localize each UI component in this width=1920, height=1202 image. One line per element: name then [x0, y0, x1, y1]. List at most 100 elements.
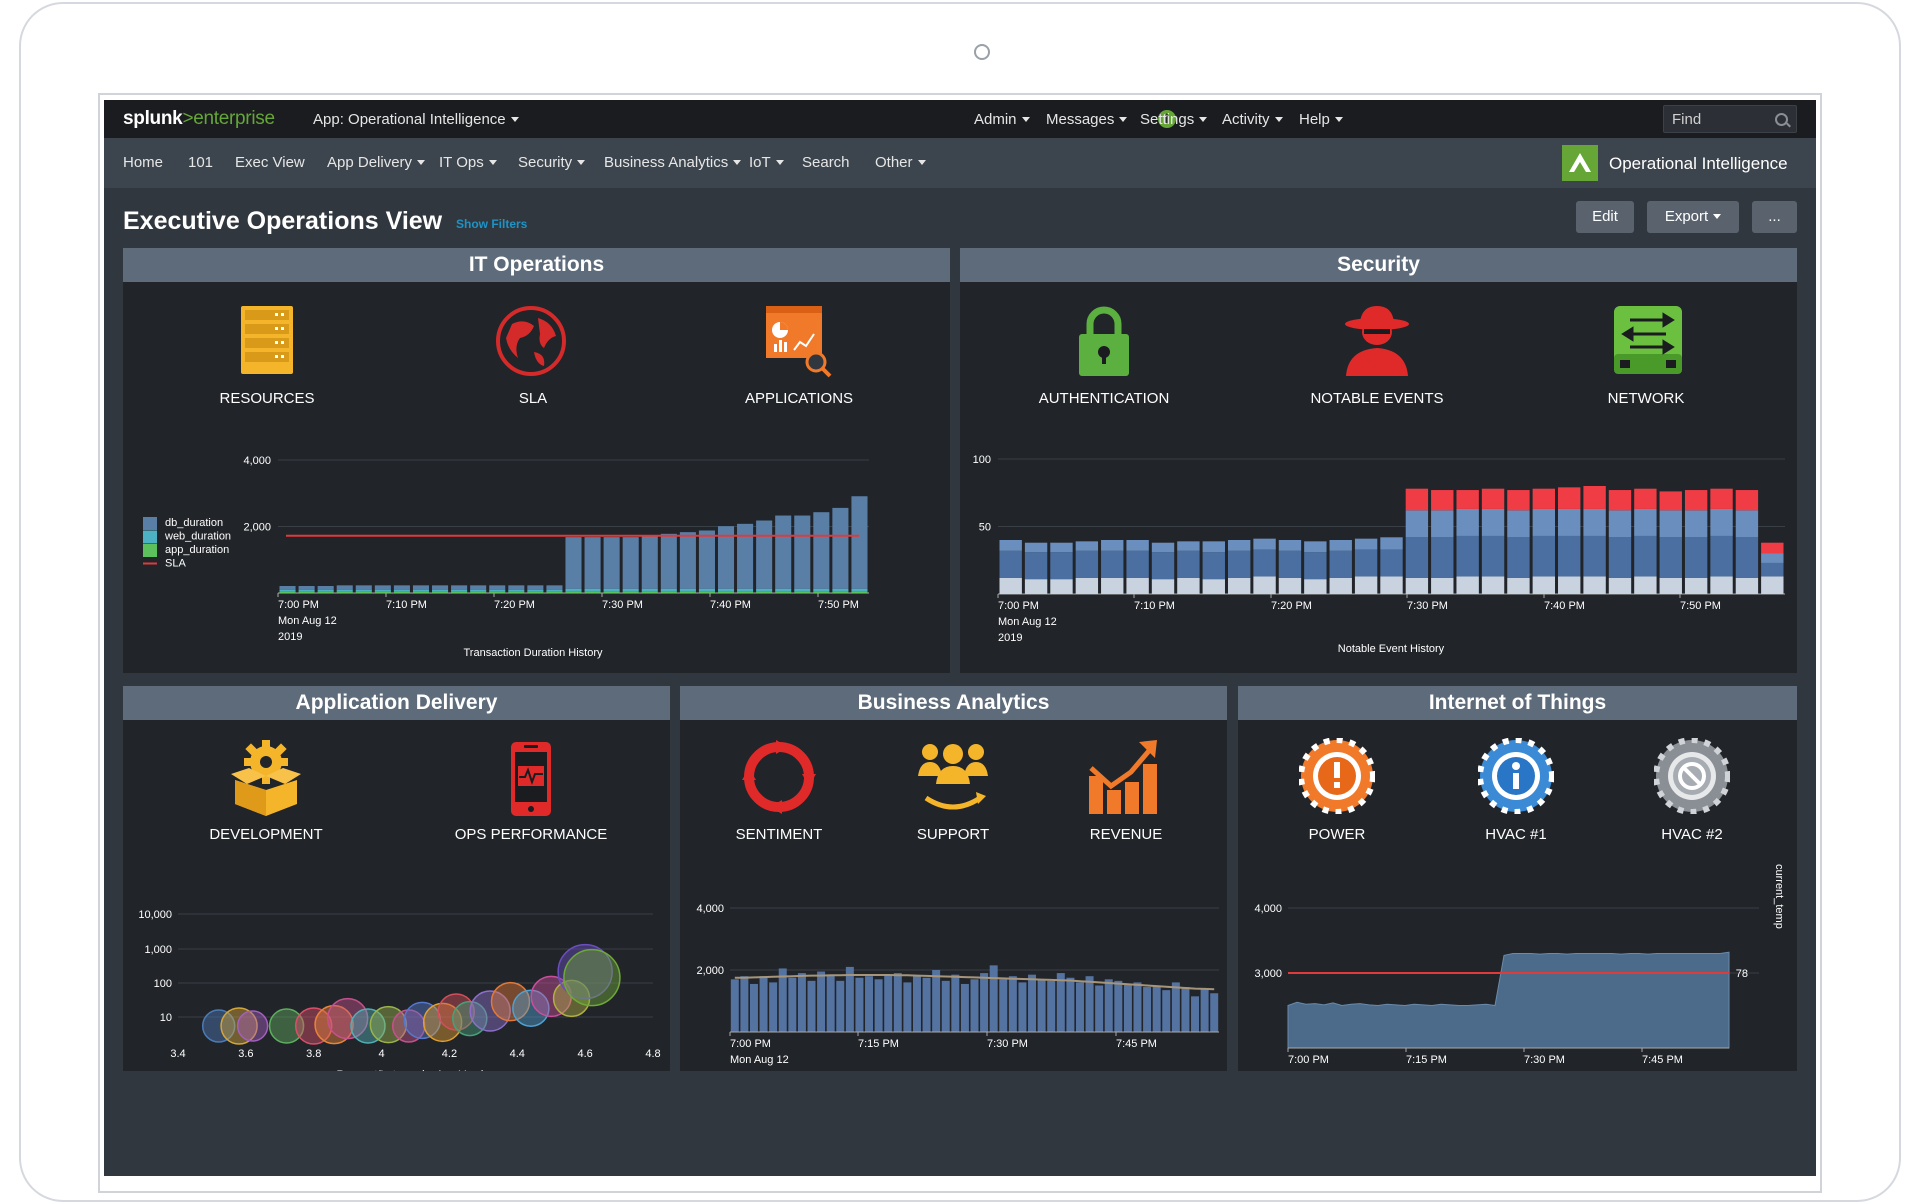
x-tick-label: 4.8 — [645, 1048, 660, 1060]
globe-icon[interactable] — [494, 304, 568, 378]
hacker-icon[interactable] — [1340, 302, 1414, 378]
disabled-dial-icon[interactable] — [1654, 738, 1730, 814]
app-duration-bar — [412, 591, 430, 593]
y-tick-label: 100 — [154, 978, 172, 990]
db-duration-bar — [527, 585, 544, 590]
bubble-point — [294, 1007, 333, 1045]
app-duration-bar — [317, 591, 334, 593]
x-tick-label: Mon Aug 12 — [278, 615, 337, 627]
nav-iot[interactable]: IoT — [749, 154, 784, 171]
y-tick-label: 100 — [973, 454, 991, 466]
network-switch-icon[interactable] — [1612, 304, 1684, 378]
web-duration-bar — [412, 589, 430, 592]
high-events-bar — [1583, 508, 1606, 536]
db-duration-bar — [298, 586, 315, 590]
nav-home[interactable]: Home — [123, 154, 164, 171]
people-group-icon[interactable] — [916, 740, 990, 816]
search-icon[interactable] — [1775, 113, 1788, 126]
web-duration-bar — [717, 588, 735, 592]
alert-dial-icon[interactable] — [1299, 738, 1375, 814]
nav-it-ops[interactable]: IT Ops — [439, 154, 497, 171]
panel-title: Security — [960, 248, 1797, 282]
splunk-logo[interactable]: splunk>enterprise — [123, 108, 275, 129]
notable-event-chart: 100 50 7:00 PM Mon Aug 12 2019 7:10 PM 7:20 PM… — [973, 454, 1785, 655]
high-events-bar — [1456, 508, 1479, 536]
mobile-phone-icon[interactable] — [509, 740, 553, 818]
nav-security[interactable]: Security — [518, 154, 586, 171]
baseline-events-bar — [999, 577, 1022, 594]
more-actions-button[interactable]: ... — [1752, 201, 1797, 233]
revenue-bar — [893, 973, 902, 1032]
baseline-events-bar — [1050, 579, 1073, 594]
critical-events-bar — [1532, 488, 1556, 509]
revenue-bar — [1123, 983, 1132, 1032]
medium-events-bar — [1456, 535, 1479, 577]
revenue-bar — [1133, 982, 1142, 1032]
revenue-bar — [759, 976, 768, 1032]
nav-exec-view[interactable]: Exec View — [235, 154, 305, 171]
chevron-down-icon — [775, 160, 784, 165]
find-input[interactable]: Find — [1663, 105, 1797, 133]
baseline-events-bar — [1684, 577, 1708, 594]
high-events-bar — [1431, 510, 1454, 538]
web-duration-bar — [737, 588, 754, 592]
padlock-icon[interactable] — [1076, 304, 1132, 378]
app-dashboard-icon[interactable] — [764, 304, 834, 380]
db-duration-bar — [355, 585, 372, 590]
activity-menu[interactable]: Activity — [1222, 111, 1283, 128]
baseline-events-bar — [1278, 577, 1302, 594]
revenue-bar — [941, 980, 950, 1032]
nav-other[interactable]: Other — [875, 154, 926, 171]
bubble-point — [201, 1009, 236, 1043]
app-duration-bar — [641, 591, 658, 593]
export-button[interactable]: Export — [1647, 201, 1739, 233]
x-tick-label: 7:40 PM — [710, 599, 751, 611]
edit-button[interactable]: Edit — [1576, 201, 1634, 233]
medium-events-bar — [999, 550, 1022, 578]
baseline-events-bar — [1583, 576, 1606, 594]
chevron-down-icon — [917, 160, 926, 165]
medium-events-bar — [1253, 549, 1276, 577]
nav-search[interactable]: Search — [802, 154, 850, 171]
hvac-1-label: HVAC #1 — [1485, 826, 1547, 843]
nav-business-analytics[interactable]: Business Analytics — [604, 154, 742, 171]
nav-101[interactable]: 101 — [188, 154, 214, 171]
medium-events-bar — [1278, 550, 1302, 578]
admin-menu[interactable]: Admin — [974, 111, 1030, 128]
page-title: Executive Operations View — [123, 207, 443, 235]
revenue-bar — [912, 976, 921, 1032]
critical-events-bar — [1710, 488, 1733, 509]
x-tick-label: 7:30 PM — [1524, 1054, 1565, 1066]
revenue-bar — [1085, 976, 1094, 1032]
help-menu[interactable]: Help — [1299, 111, 1343, 128]
app-duration-bar — [393, 591, 410, 593]
nav-app-delivery[interactable]: App Delivery — [327, 154, 426, 171]
bubble-point — [236, 1010, 269, 1042]
app-menu[interactable]: App: Operational Intelligence — [313, 111, 519, 128]
baseline-events-bar — [1532, 576, 1556, 594]
baseline-events-bar — [1024, 579, 1048, 594]
baseline-events-bar — [1253, 576, 1276, 594]
medium-events-bar — [1380, 549, 1403, 577]
x-tick-label: 7:40 PM — [1544, 600, 1585, 612]
web-duration-bar — [832, 588, 849, 592]
panel-title: IT Operations — [123, 248, 950, 282]
high-events-bar — [1050, 542, 1073, 553]
server-rack-icon[interactable] — [239, 304, 295, 376]
info-dial-icon[interactable] — [1478, 738, 1554, 814]
show-filters-link[interactable]: Show Filters — [456, 217, 528, 231]
cycle-arrows-icon[interactable] — [742, 740, 816, 814]
web-duration-bar — [698, 588, 715, 592]
x-tick-label: 7:50 PM — [1680, 600, 1721, 612]
revenue-bar — [960, 983, 969, 1032]
gear-box-icon[interactable] — [229, 740, 303, 816]
revenue-bar — [855, 977, 864, 1032]
growth-chart-icon[interactable] — [1087, 738, 1161, 816]
y-tick-label: 50 — [979, 522, 991, 534]
revenue-bar — [1037, 979, 1046, 1032]
info-icon[interactable]: i — [1158, 110, 1176, 128]
app-duration-bar — [679, 591, 696, 593]
messages-menu[interactable]: Messages — [1046, 111, 1128, 128]
high-events-bar — [1329, 540, 1352, 551]
settings-menu[interactable]: Settings — [1140, 111, 1208, 128]
